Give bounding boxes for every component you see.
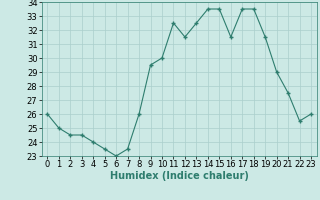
X-axis label: Humidex (Indice chaleur): Humidex (Indice chaleur) — [110, 171, 249, 181]
